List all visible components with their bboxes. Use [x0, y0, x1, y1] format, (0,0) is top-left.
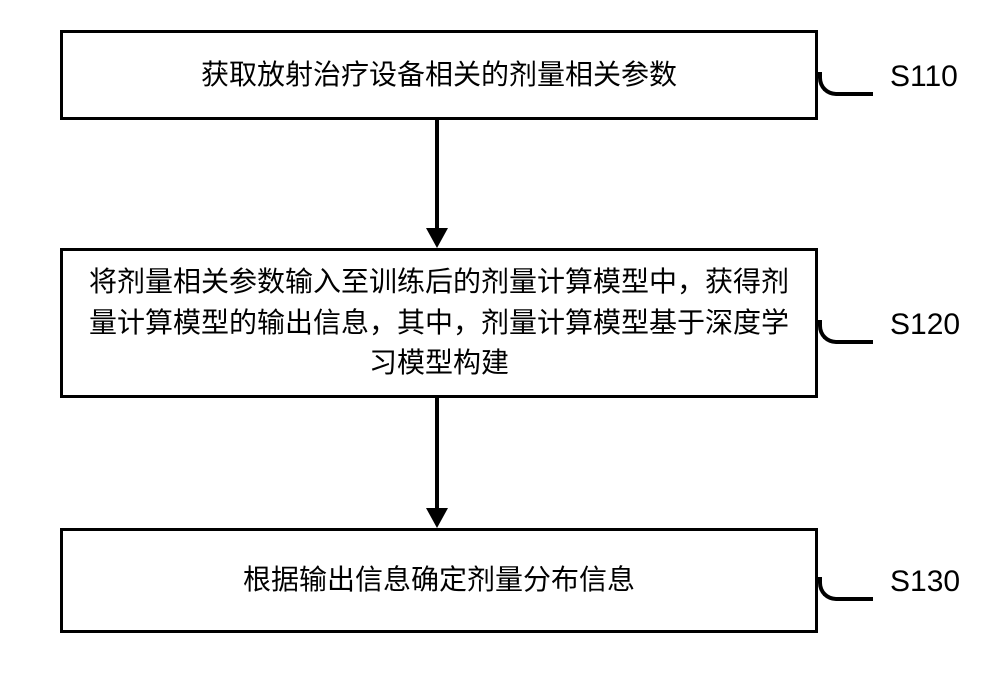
flow-node-s120-text: 将剂量相关参数输入至训练后的剂量计算模型中，获得剂量计算模型的输出信息，其中，剂… [83, 262, 795, 384]
connector-s110 [818, 72, 873, 96]
flow-node-s110-text: 获取放射治疗设备相关的剂量相关参数 [201, 55, 677, 96]
connector-s120 [818, 320, 873, 344]
arrow-2-head [426, 508, 448, 528]
flow-node-s110: 获取放射治疗设备相关的剂量相关参数 [60, 30, 818, 120]
step-label-s120: S120 [890, 308, 960, 342]
arrow-1-line [435, 120, 439, 228]
connector-s130 [818, 577, 873, 601]
arrow-1-head [426, 228, 448, 248]
step-label-s130: S130 [890, 565, 960, 599]
arrow-2-line [435, 398, 439, 508]
flow-node-s130-text: 根据输出信息确定剂量分布信息 [243, 560, 635, 601]
flowchart-canvas: 获取放射治疗设备相关的剂量相关参数 S110 将剂量相关参数输入至训练后的剂量计… [0, 0, 1000, 680]
flow-node-s120: 将剂量相关参数输入至训练后的剂量计算模型中，获得剂量计算模型的输出信息，其中，剂… [60, 248, 818, 398]
flow-node-s130: 根据输出信息确定剂量分布信息 [60, 528, 818, 633]
step-label-s110: S110 [890, 60, 958, 94]
